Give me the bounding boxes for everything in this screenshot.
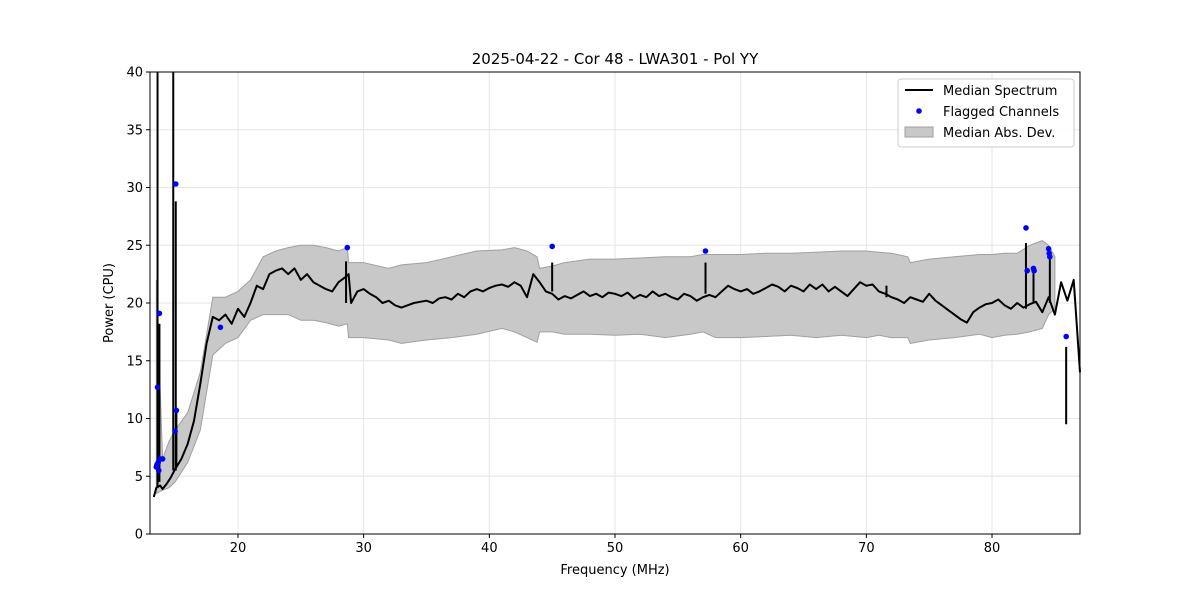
flagged-channel-point bbox=[172, 428, 178, 435]
flagged-channel-point bbox=[1045, 245, 1052, 252]
legend-label-mad: Median Abs. Dev. bbox=[943, 126, 1055, 141]
flagged-channel-point bbox=[217, 324, 224, 331]
x-tick-label: 70 bbox=[858, 541, 875, 556]
flagged-channel-point bbox=[1031, 267, 1037, 274]
x-tick-label: 20 bbox=[230, 541, 247, 556]
y-tick-label: 40 bbox=[126, 66, 143, 81]
mad-band bbox=[155, 240, 1056, 495]
flagged-channel-point bbox=[344, 244, 351, 251]
flagged-channel-point bbox=[1047, 253, 1053, 260]
legend-box bbox=[897, 78, 1075, 148]
y-tick-label: 15 bbox=[126, 354, 143, 369]
flagged-channel-point bbox=[154, 384, 161, 391]
x-tick-label: 80 bbox=[984, 541, 1001, 556]
chart-title: 2025-04-22 - Cor 48 - LWA301 - Pol YY bbox=[472, 50, 759, 68]
axis-ticks: 20 30 40 50 60 70 80 0 5 10 15 20 25 30 35 40 bbox=[126, 66, 1000, 557]
median-spectrum-layer bbox=[152, 72, 1081, 498]
flagged-channel-point bbox=[1063, 333, 1069, 340]
flagged-channels-layer bbox=[153, 181, 1069, 474]
flagged-channel-point bbox=[159, 456, 166, 462]
flagged-channel-point bbox=[1023, 225, 1029, 231]
flagged-channel-point bbox=[156, 310, 163, 317]
y-tick-label: 10 bbox=[126, 412, 143, 427]
legend-swatch-flagged bbox=[916, 108, 922, 114]
flagged-channel-point bbox=[1024, 267, 1030, 274]
y-tick-label: 0 bbox=[135, 528, 143, 543]
y-axis-label: Power (CPU) bbox=[102, 263, 117, 343]
x-axis-label: Frequency (MHz) bbox=[560, 563, 669, 578]
flagged-channel-point bbox=[549, 243, 555, 250]
median-spectrum-line bbox=[152, 267, 1081, 498]
y-tick-label: 20 bbox=[126, 297, 143, 312]
y-tick-label: 5 bbox=[135, 470, 143, 485]
mad-band-layer bbox=[155, 240, 1056, 495]
legend-swatch-mad bbox=[904, 126, 934, 138]
flagged-channel-point bbox=[173, 407, 180, 414]
legend: Median Spectrum Flagged Channels Median … bbox=[897, 78, 1075, 148]
x-tick-label: 40 bbox=[481, 541, 498, 556]
y-tick-label: 25 bbox=[126, 239, 143, 254]
x-tick-label: 50 bbox=[607, 541, 624, 556]
x-tick-label: 60 bbox=[732, 541, 749, 556]
flagged-channel-point bbox=[702, 248, 709, 254]
x-tick-label: 30 bbox=[355, 541, 372, 556]
flagged-channel-point bbox=[173, 181, 179, 187]
legend-label-flagged: Flagged Channels bbox=[943, 105, 1059, 120]
legend-label-median: Median Spectrum bbox=[943, 84, 1057, 99]
flagged-channel-point bbox=[156, 467, 162, 474]
y-tick-label: 35 bbox=[126, 123, 143, 138]
y-tick-label: 30 bbox=[126, 181, 143, 196]
